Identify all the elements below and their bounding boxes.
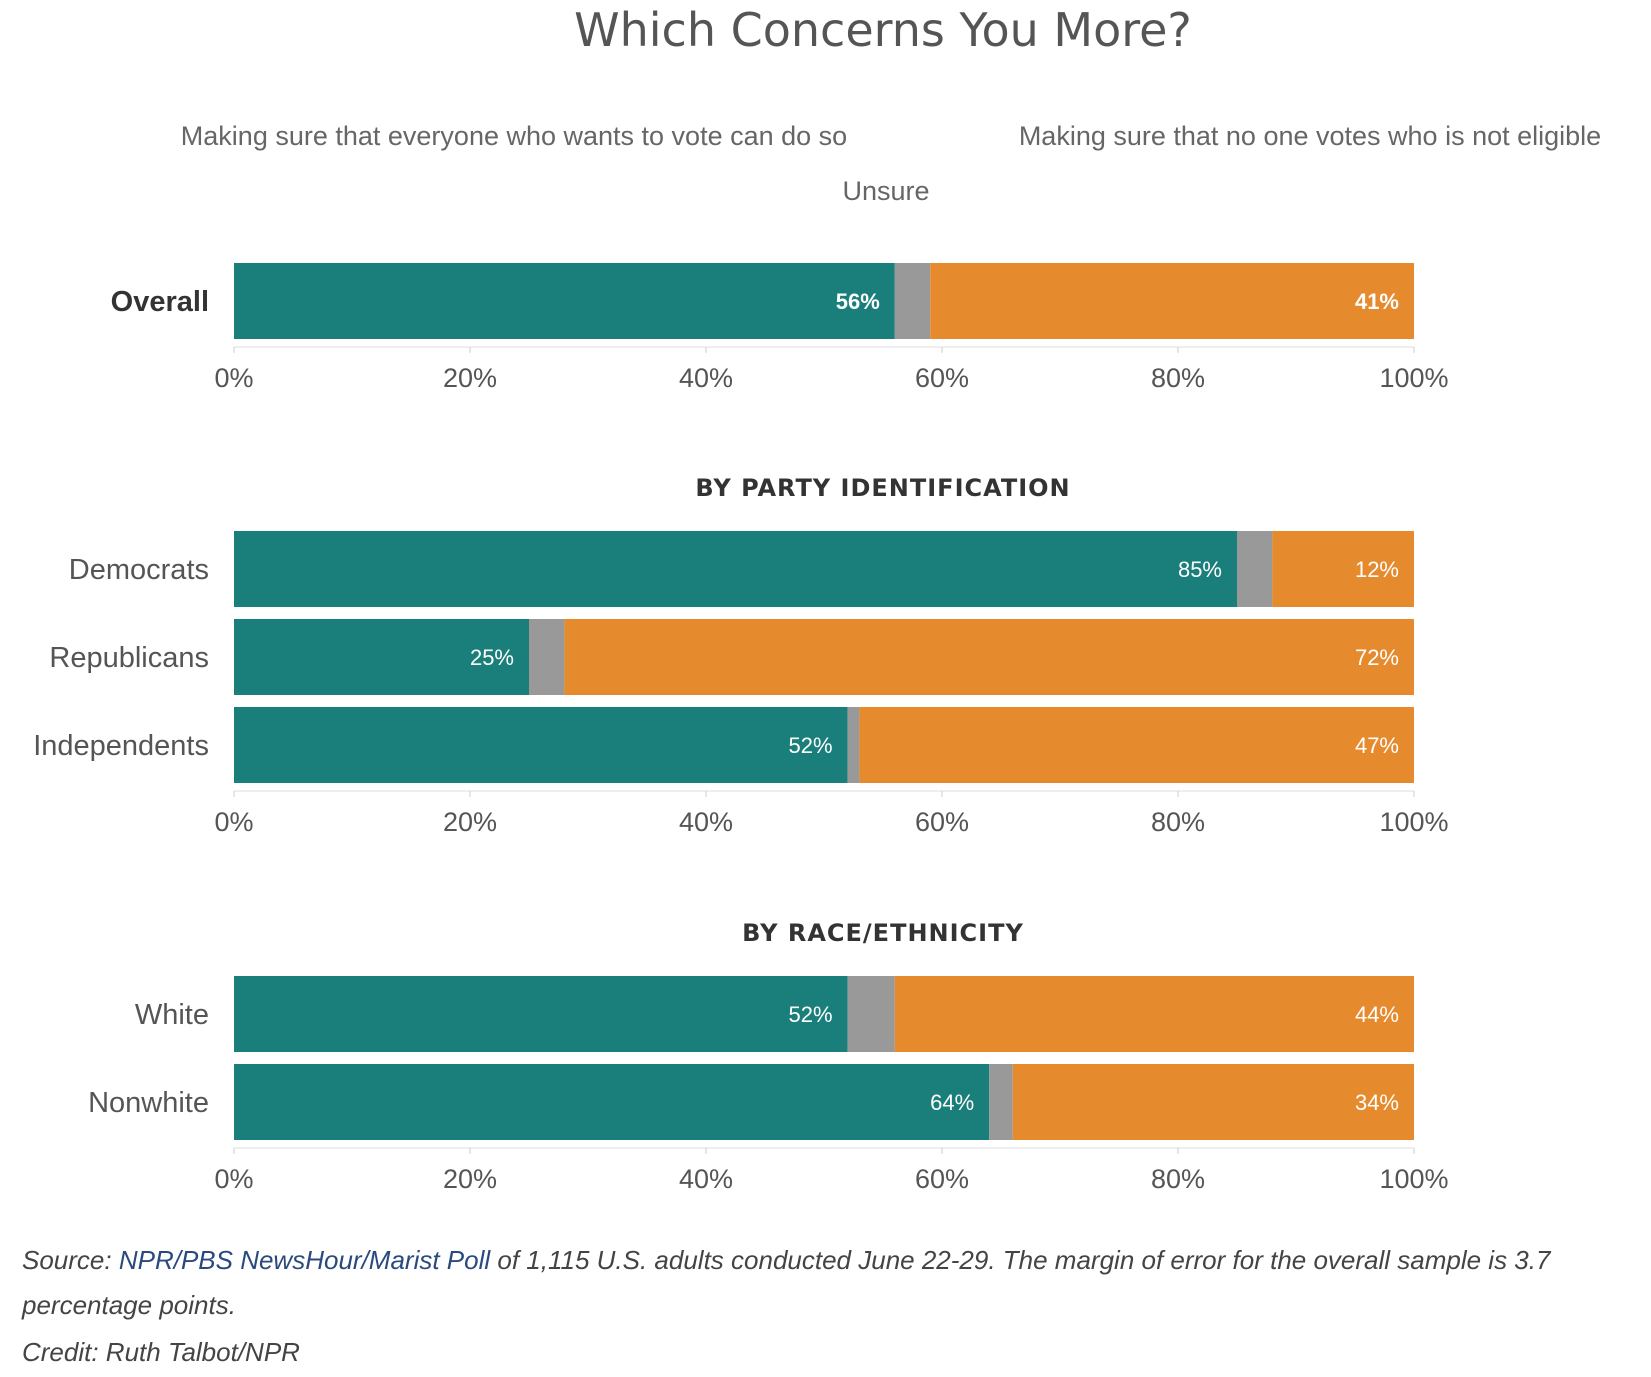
bar-no (894, 976, 1414, 1052)
bar-no (859, 707, 1414, 783)
bar-yes (234, 263, 895, 339)
value-label-yes: 25% (470, 645, 514, 670)
row-label: Nonwhite (88, 1087, 209, 1119)
tick-label: 0% (214, 807, 253, 837)
value-label-yes: 85% (1178, 557, 1222, 582)
tick-label: 40% (679, 1164, 733, 1194)
bar-no (564, 619, 1414, 695)
section-heading: BY PARTY IDENTIFICATION (695, 474, 1070, 502)
tick-label: 100% (1379, 1164, 1448, 1194)
value-label-no: 47% (1355, 733, 1399, 758)
tick-label: 60% (915, 1164, 969, 1194)
tick-label: 20% (443, 363, 497, 393)
row-label: Independents (33, 730, 209, 762)
credit: Credit: Ruth Talbot/NPR (22, 1337, 300, 1367)
bar-yes (234, 707, 848, 783)
bar-unsure (847, 976, 895, 1052)
source-prefix: Source: (22, 1245, 119, 1275)
value-label-no: 44% (1355, 1002, 1399, 1027)
tick-label: 100% (1379, 363, 1448, 393)
value-label-no: 12% (1355, 557, 1399, 582)
value-label-yes: 56% (836, 289, 880, 314)
chart-title: Which Concerns You More? (574, 3, 1192, 57)
bar-yes (234, 619, 529, 695)
tick-label: 40% (679, 363, 733, 393)
section-heading: BY RACE/ETHNICITY (742, 919, 1024, 947)
value-label-no: 34% (1355, 1090, 1399, 1115)
tick-label: 60% (915, 363, 969, 393)
legend-unsure: Unsure (842, 176, 929, 206)
bar-unsure (847, 707, 860, 783)
tick-label: 60% (915, 807, 969, 837)
tick-label: 20% (443, 1164, 497, 1194)
bar-yes (234, 531, 1237, 607)
row-label: White (135, 999, 209, 1031)
bar-unsure (529, 619, 565, 695)
bar-unsure (1237, 531, 1273, 607)
bar-unsure (894, 263, 931, 339)
value-label-no: 41% (1355, 289, 1399, 314)
plot-area: Overall 56% 41% 0% 20% 40% 60% 80% 100% BY PARTY … (33, 263, 1449, 1194)
source-link[interactable]: NPR/PBS NewsHour/Marist Poll (118, 1245, 491, 1275)
tick-label: 80% (1151, 363, 1205, 393)
tick-label: 40% (679, 807, 733, 837)
legend-no: Making sure that no one votes who is not… (1019, 121, 1601, 151)
bar-no (930, 263, 1414, 339)
value-label-yes: 52% (789, 733, 833, 758)
source-rest: of 1,115 U.S. adults conducted June 22-2… (490, 1245, 1551, 1275)
bar-no (1012, 1064, 1414, 1140)
value-label-yes: 64% (930, 1090, 974, 1115)
row-label: Overall (111, 286, 209, 318)
row-label: Republicans (49, 642, 209, 674)
tick-label: 20% (443, 807, 497, 837)
bar-yes (234, 1064, 990, 1140)
legend-yes: Making sure that everyone who wants to v… (181, 121, 847, 151)
tick-label: 80% (1151, 1164, 1205, 1194)
source-note-line2: percentage points. (22, 1290, 236, 1320)
bar-no (1272, 531, 1414, 607)
value-label-yes: 52% (789, 1002, 833, 1027)
bar-unsure (989, 1064, 1013, 1140)
row-label: Democrats (69, 554, 209, 586)
chart: Which Concerns You More? Making sure tha… (33, 3, 1601, 1194)
tick-label: 0% (214, 363, 253, 393)
tick-label: 100% (1379, 807, 1448, 837)
value-label-no: 72% (1355, 645, 1399, 670)
tick-label: 80% (1151, 807, 1205, 837)
source-note: Source: NPR/PBS NewsHour/Marist Poll of … (22, 1245, 1550, 1276)
bar-yes (234, 976, 848, 1052)
tick-label: 0% (214, 1164, 253, 1194)
